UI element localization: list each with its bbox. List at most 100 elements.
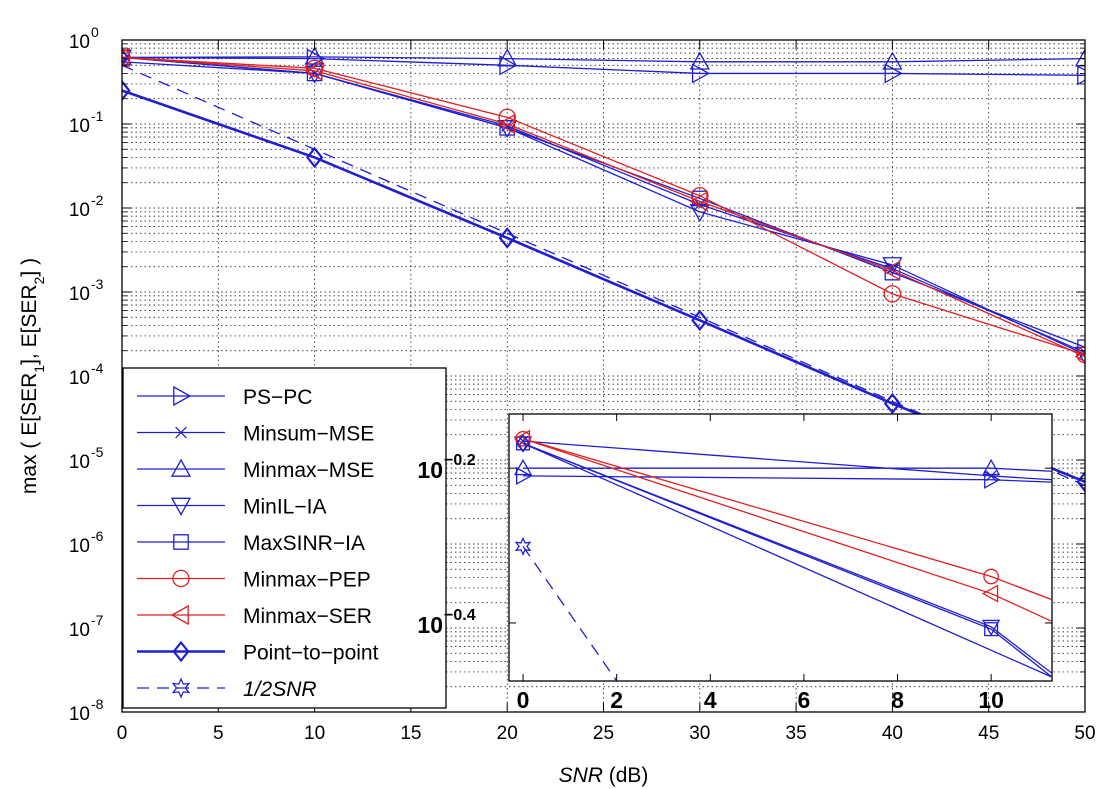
y-tick-exponent: -4 — [91, 360, 104, 376]
inset-x-tick-label: 0 — [517, 687, 530, 713]
legend-label: MinIL−IA — [243, 496, 326, 519]
legend-label: PS−PC — [243, 386, 312, 409]
y-tick-label: 10 — [69, 200, 90, 221]
legend-entry: Point−to−point — [137, 640, 379, 665]
x-tick-label: 0 — [117, 723, 128, 744]
legend-marker — [173, 385, 192, 407]
series-line — [122, 56, 1085, 358]
y-tick-label: 10 — [69, 536, 90, 557]
series-line — [122, 56, 1085, 76]
x-tick-label: 45 — [978, 723, 999, 744]
data-point — [882, 51, 903, 70]
legend-marker — [175, 426, 187, 439]
y-axis-label: max ( E[SER1], E[SER2] ) — [18, 258, 47, 494]
data-point — [882, 260, 901, 281]
inset-x-tick-label: 6 — [798, 687, 811, 713]
inset-data-point — [515, 466, 533, 486]
inset-series-minsum-mse — [517, 435, 1052, 482]
data-point — [1074, 350, 1085, 363]
inset-series-minmax-pep — [515, 430, 1052, 601]
inset-series-line — [522, 442, 1052, 678]
x-tick-label: 15 — [400, 723, 421, 744]
data-point — [1074, 346, 1085, 365]
series-line — [122, 56, 1085, 356]
series-minmax-mse — [122, 46, 1085, 70]
inset-y-tick-exponent: −0.2 — [444, 452, 476, 469]
y-tick-exponent: -6 — [91, 528, 104, 544]
series-line — [122, 61, 1085, 354]
inset-x-tick-label: 10 — [978, 687, 1004, 713]
inset-series-line — [522, 545, 618, 681]
inset-series — [513, 429, 1052, 681]
data-point — [497, 48, 518, 67]
legend-entry: MaxSINR−IA — [137, 532, 365, 555]
data-point — [304, 60, 323, 81]
inset-series-line — [523, 475, 1052, 483]
legend-marker — [170, 604, 189, 626]
inset-data-point — [515, 434, 531, 453]
data-point — [306, 48, 325, 69]
x-tick-label: 20 — [497, 723, 518, 744]
data-point — [305, 146, 324, 169]
legend-marker — [170, 458, 192, 477]
y-tick-exponent: -8 — [91, 696, 104, 712]
legend-marker — [172, 640, 190, 663]
data-point — [304, 46, 325, 65]
inset-y-tick-label: 10 — [417, 612, 443, 638]
inset-series-minmax-ser — [513, 429, 1052, 623]
series-minmax-ser — [122, 47, 1085, 363]
series-minmax-pep — [122, 48, 1085, 364]
data-point — [122, 47, 130, 68]
inset-y-tick-label: 10 — [417, 457, 443, 483]
inset-data-point — [981, 584, 999, 603]
inset-data-point — [985, 470, 997, 482]
x-tick-label: 10 — [304, 723, 325, 744]
data-point — [689, 203, 710, 223]
legend: PS−PC Minsum−MSE Minmax−MSE MinIL−IA MaxSINR… — [122, 367, 447, 709]
legend-entry: Minmax−SER — [137, 604, 372, 628]
inset-series-line — [523, 467, 1052, 472]
inset-x-tick-label: 4 — [704, 687, 717, 713]
y-tick-label: 10 — [69, 620, 90, 641]
inset-data-point — [984, 622, 999, 637]
legend-entry: PS−PC — [137, 385, 312, 409]
inset-x-tick-label: 2 — [610, 687, 623, 713]
y-tick-exponent: 0 — [91, 24, 99, 40]
inset-series-line — [522, 438, 1052, 601]
series-line — [122, 64, 1085, 486]
inset-data-point — [983, 568, 999, 585]
legend-entry: Minmax−MSE — [137, 458, 374, 482]
legend-marker — [173, 534, 189, 550]
data-point — [1076, 345, 1085, 364]
y-tick-exponent: -2 — [91, 192, 104, 208]
inset-series-line — [522, 442, 1052, 674]
x-axis-label: SNR (dB) — [559, 764, 649, 787]
legend-marker — [172, 569, 190, 588]
x-tick-label: 35 — [786, 723, 807, 744]
data-point — [689, 191, 708, 212]
x-tick-label: 50 — [1074, 723, 1095, 744]
inset-series-minmax-mse — [513, 458, 1052, 476]
y-tick-label: 10 — [69, 368, 90, 389]
data-point — [689, 51, 710, 70]
x-tick-label: 30 — [689, 723, 710, 744]
y-tick-exponent: -5 — [91, 444, 104, 460]
data-point — [498, 108, 516, 127]
data-point — [691, 186, 709, 205]
inset-data-point — [513, 458, 533, 476]
y-tick-label: 10 — [69, 32, 90, 53]
y-tick-label: 10 — [69, 704, 90, 725]
legend-entry: Minmax−PEP — [137, 569, 371, 592]
inset-series-point-to-point — [515, 434, 1052, 678]
x-tick-label: 25 — [593, 723, 614, 744]
series-ps-pc — [122, 48, 1085, 86]
y-tick-exponent: -1 — [91, 108, 104, 124]
x-tick-label: 40 — [882, 723, 903, 744]
legend-label: Point−to−point — [243, 642, 379, 665]
data-point — [122, 47, 133, 66]
inset-series-1-2snr — [514, 536, 618, 681]
inset-series-line — [522, 442, 1052, 678]
